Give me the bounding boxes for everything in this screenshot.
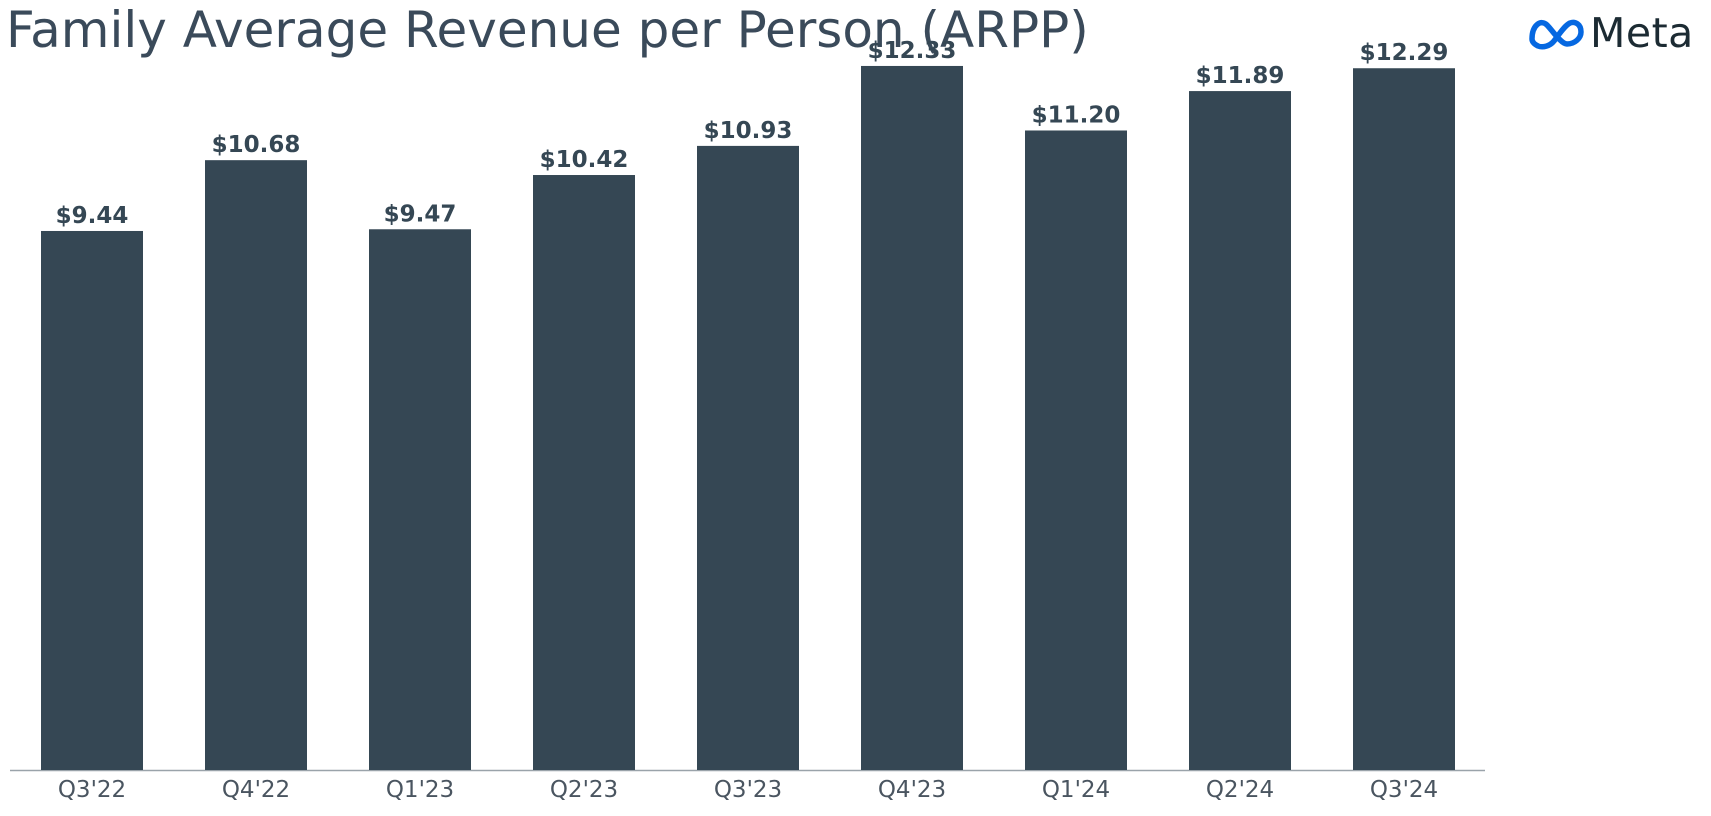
data-label-Q3'24: $12.29 xyxy=(1360,40,1449,66)
data-label-Q2'23: $10.42 xyxy=(540,147,629,173)
page-title: Family Average Revenue per Person (ARPP) xyxy=(6,1,1089,59)
x-tick-label-Q3'24: Q3'24 xyxy=(1370,777,1438,803)
x-tick-label-Q4'23: Q4'23 xyxy=(878,777,946,803)
x-tick-label-Q1'23: Q1'23 xyxy=(386,777,454,803)
x-tick-label-Q2'24: Q2'24 xyxy=(1206,777,1274,803)
x-tick-label-Q1'24: Q1'24 xyxy=(1042,777,1110,803)
bar-Q4'22 xyxy=(205,160,307,770)
x-tick-label-Q2'23: Q2'23 xyxy=(550,777,618,803)
bar-Q2'24 xyxy=(1189,91,1291,771)
data-label-Q1'23: $9.47 xyxy=(384,201,457,227)
meta-logo: Meta xyxy=(1528,8,1694,58)
bar-Q1'23 xyxy=(369,229,471,770)
meta-infinity-icon xyxy=(1529,19,1584,50)
bar-Q2'23 xyxy=(533,175,635,770)
bar-Q4'23 xyxy=(861,65,963,770)
data-label-Q3'22: $9.44 xyxy=(56,203,129,229)
data-label-Q4'23: $12.33 xyxy=(868,38,957,64)
x-tick-label-Q3'23: Q3'23 xyxy=(714,777,782,803)
bar-Q1'24 xyxy=(1025,130,1127,771)
data-label-Q2'24: $11.89 xyxy=(1196,63,1285,89)
meta-logo-text: Meta xyxy=(1590,9,1694,57)
data-label-Q1'24: $11.20 xyxy=(1032,102,1121,128)
data-label-Q3'23: $10.93 xyxy=(704,118,793,144)
x-tick-label-Q4'22: Q4'22 xyxy=(222,777,290,803)
bar-Q3'24 xyxy=(1353,68,1455,771)
data-label-Q4'22: $10.68 xyxy=(212,132,301,158)
x-tick-label-Q3'22: Q3'22 xyxy=(58,777,126,803)
bar-Q3'22 xyxy=(41,230,143,770)
bar-Q3'23 xyxy=(697,145,799,771)
